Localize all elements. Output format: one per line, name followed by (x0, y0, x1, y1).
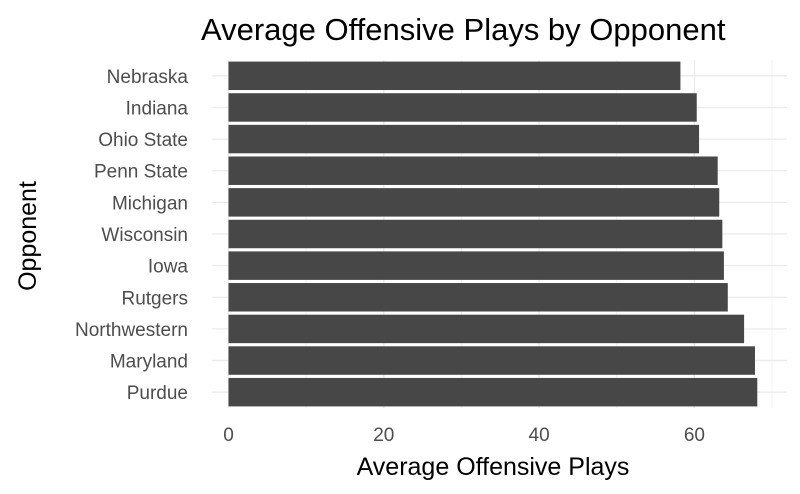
bar (228, 156, 718, 185)
bar (228, 346, 755, 375)
x-tick-label: 60 (684, 425, 705, 446)
bar (228, 314, 745, 344)
x-tick-label: 20 (373, 425, 394, 446)
x-tick-label: 0 (223, 425, 234, 446)
y-tick-label: Penn State (94, 162, 188, 183)
y-tick-label: Nebraska (107, 67, 189, 88)
y-tick-label: Ohio State (98, 130, 188, 151)
y-tick-label: Michigan (112, 193, 188, 214)
y-axis-title: Opponent (14, 181, 42, 291)
x-tick-label: 40 (529, 425, 550, 446)
x-axis-title: Average Offensive Plays (357, 453, 630, 481)
y-tick-label: Indiana (126, 98, 189, 119)
y-axis-ticks: Nebraska Indiana Ohio State Penn State Michi… (75, 67, 188, 404)
bar (228, 219, 723, 249)
x-axis-ticks: 0 20 40 60 (223, 425, 705, 446)
y-tick-label: Purdue (127, 383, 188, 404)
bar (228, 61, 681, 91)
y-tick-label: Northwestern (75, 320, 188, 341)
bar (228, 283, 728, 312)
y-tick-label: Wisconsin (101, 225, 188, 246)
bars (228, 61, 758, 407)
chart-title: Average Offensive Plays by Opponent (201, 12, 726, 47)
y-tick-label: Iowa (148, 257, 189, 278)
y-tick-label: Rutgers (121, 288, 188, 309)
bar (228, 377, 758, 407)
y-tick-label: Maryland (110, 352, 188, 373)
bar (228, 188, 720, 217)
bar (228, 93, 697, 122)
bar (228, 124, 700, 154)
bar (228, 251, 724, 280)
